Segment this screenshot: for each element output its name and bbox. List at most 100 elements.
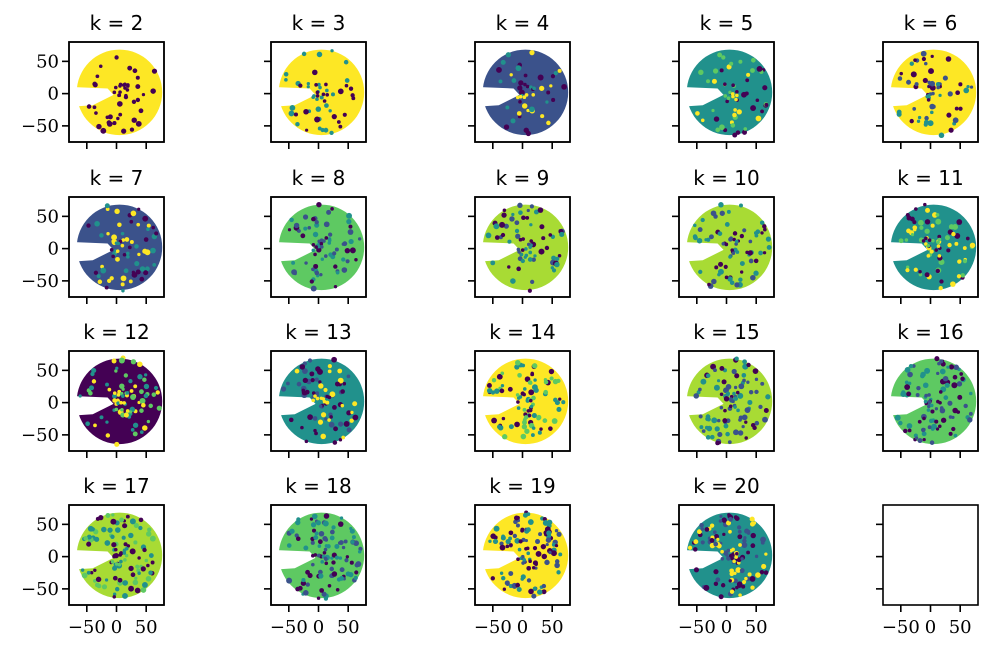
- scatter-point: [110, 534, 115, 539]
- scatter-point: [514, 421, 520, 428]
- scatter-point: [323, 513, 330, 519]
- scatter-point: [106, 120, 112, 126]
- scatter-point: [527, 288, 532, 293]
- y-tick-label: 50: [36, 51, 59, 72]
- scatter-point: [914, 207, 918, 211]
- scatter-point: [346, 212, 353, 219]
- scatter-point: [554, 400, 560, 406]
- scatter-point: [720, 556, 725, 561]
- scatter-point: [323, 221, 330, 228]
- panel-k-6: k = 6: [876, 11, 979, 149]
- scatter-point: [930, 427, 935, 431]
- scatter-point: [137, 556, 141, 560]
- scatter-point: [146, 531, 152, 537]
- scatter-point: [94, 536, 100, 542]
- scatter-point: [493, 223, 500, 230]
- scatter-point: [321, 591, 327, 597]
- scatter-point: [929, 249, 934, 254]
- scatter-point: [709, 523, 715, 528]
- scatter-point: [726, 555, 731, 561]
- scatter-point: [745, 78, 750, 83]
- scatter-gap: [887, 242, 928, 262]
- scatter-point: [491, 378, 497, 383]
- scatter-point: [693, 223, 697, 228]
- scatter-point: [515, 393, 520, 397]
- scatter-point: [753, 270, 759, 276]
- scatter-point: [143, 237, 149, 242]
- scatter-point: [948, 127, 954, 133]
- scatter-point: [291, 269, 297, 276]
- scatter-point: [499, 221, 506, 228]
- scatter-point: [759, 570, 765, 575]
- scatter-point: [516, 266, 521, 272]
- scatter-point: [316, 51, 323, 58]
- scatter-point: [307, 414, 313, 420]
- scatter-point: [763, 227, 767, 232]
- scatter-point: [311, 391, 316, 395]
- scatter-point: [539, 85, 545, 91]
- scatter-point: [128, 585, 134, 592]
- scatter-point: [742, 359, 747, 365]
- scatter-point: [727, 440, 732, 445]
- scatter-point: [112, 121, 117, 126]
- scatter-point: [153, 385, 159, 391]
- panel-k-19: k = 19 −50 0 50: [468, 474, 571, 638]
- scatter-point: [931, 91, 935, 96]
- scatter-point: [321, 92, 326, 97]
- scatter-point: [312, 94, 316, 98]
- scatter-point: [334, 555, 339, 560]
- scatter-point: [115, 586, 120, 592]
- scatter-point: [138, 525, 143, 531]
- scatter-point: [119, 559, 123, 564]
- panel-title: k = 9: [496, 166, 550, 190]
- scatter-point: [711, 108, 715, 113]
- scatter-point: [915, 393, 920, 397]
- scatter-point: [738, 543, 742, 547]
- scatter-point: [490, 533, 496, 539]
- scatter-point: [303, 590, 309, 596]
- scatter-point: [553, 70, 558, 76]
- scatter-point: [522, 557, 527, 562]
- scatter-point: [916, 385, 921, 391]
- scatter-point: [923, 202, 927, 207]
- scatter-point: [520, 433, 527, 440]
- scatter-point: [731, 83, 735, 88]
- scatter-point: [118, 82, 123, 87]
- scatter-point: [133, 384, 138, 389]
- scatter-point: [352, 414, 359, 421]
- scatter-point: [719, 68, 724, 73]
- scatter-point: [329, 130, 334, 136]
- scatter-point: [128, 378, 133, 384]
- scatter-point: [526, 551, 531, 556]
- scatter-point: [730, 123, 736, 128]
- scatter-point: [335, 587, 340, 592]
- scatter-point: [155, 390, 160, 395]
- scatter-point: [331, 560, 336, 565]
- scatter-point: [320, 245, 324, 249]
- scatter-point: [951, 382, 958, 389]
- scatter-point: [762, 251, 767, 255]
- scatter-point: [727, 276, 733, 282]
- scatter-point: [315, 520, 321, 526]
- scatter-point: [317, 239, 322, 244]
- scatter-point: [526, 108, 530, 113]
- scatter-points: [683, 49, 773, 138]
- scatter-point: [318, 404, 323, 408]
- scatter-point: [111, 358, 117, 364]
- scatter-point: [963, 403, 968, 409]
- scatter-point: [514, 538, 521, 544]
- scatter-point: [733, 571, 737, 575]
- scatter-point: [549, 84, 553, 88]
- scatter-point: [123, 373, 129, 378]
- scatter-point: [960, 273, 966, 278]
- scatter-point: [320, 257, 324, 261]
- scatter-point: [934, 248, 939, 252]
- scatter-point: [718, 261, 724, 267]
- scatter-point: [723, 128, 728, 133]
- scatter-point: [734, 555, 738, 559]
- scatter-point: [303, 108, 309, 115]
- scatter-point: [338, 540, 344, 546]
- scatter-point: [104, 285, 109, 290]
- scatter-point: [121, 128, 127, 134]
- scatter-point: [722, 418, 728, 424]
